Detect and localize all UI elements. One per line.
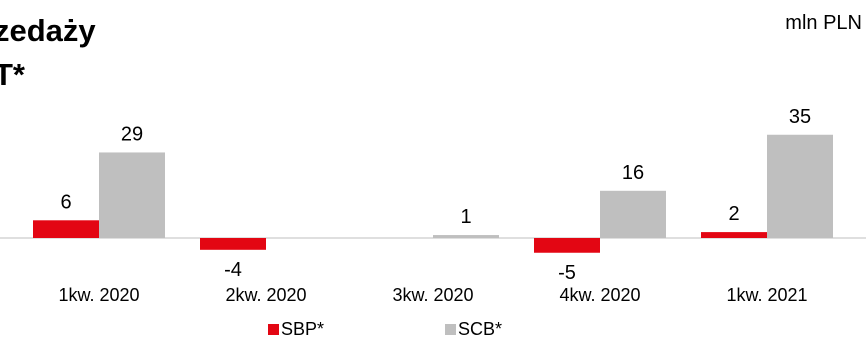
data-label: 6 [60, 191, 71, 213]
category-label: 1kw. 2021 [726, 285, 807, 305]
category-label: 4kw. 2020 [559, 285, 640, 305]
data-label: -5 [558, 262, 576, 284]
bar-scb-3 [600, 190, 666, 238]
bar-scb-0 [99, 152, 165, 238]
data-label: -4 [224, 259, 242, 281]
chart-title-line-1: zedaży [0, 13, 96, 48]
legend-swatch [445, 324, 456, 335]
data-label: 1 [460, 206, 471, 228]
legend-swatch [268, 324, 279, 335]
unit-label: mln PLN [785, 12, 862, 34]
category-label: 3kw. 2020 [392, 285, 473, 305]
legend-label: SCB* [458, 319, 502, 339]
data-label: 35 [789, 106, 811, 128]
data-label: 16 [622, 162, 644, 184]
bar-sbp-3 [534, 238, 600, 253]
bar-sbp-1 [200, 238, 266, 250]
bar-sbp-0 [33, 220, 99, 238]
data-label: 29 [121, 123, 143, 145]
legend-label: SBP* [281, 319, 324, 339]
bar-sbp-4 [701, 232, 767, 238]
data-label: 2 [728, 203, 739, 225]
bar-scb-4 [767, 134, 833, 238]
category-label: 1kw. 2020 [58, 285, 139, 305]
category-label: 2kw. 2020 [225, 285, 306, 305]
chart-title-line-2: T* [0, 57, 25, 92]
bar-scb-2 [433, 235, 499, 238]
